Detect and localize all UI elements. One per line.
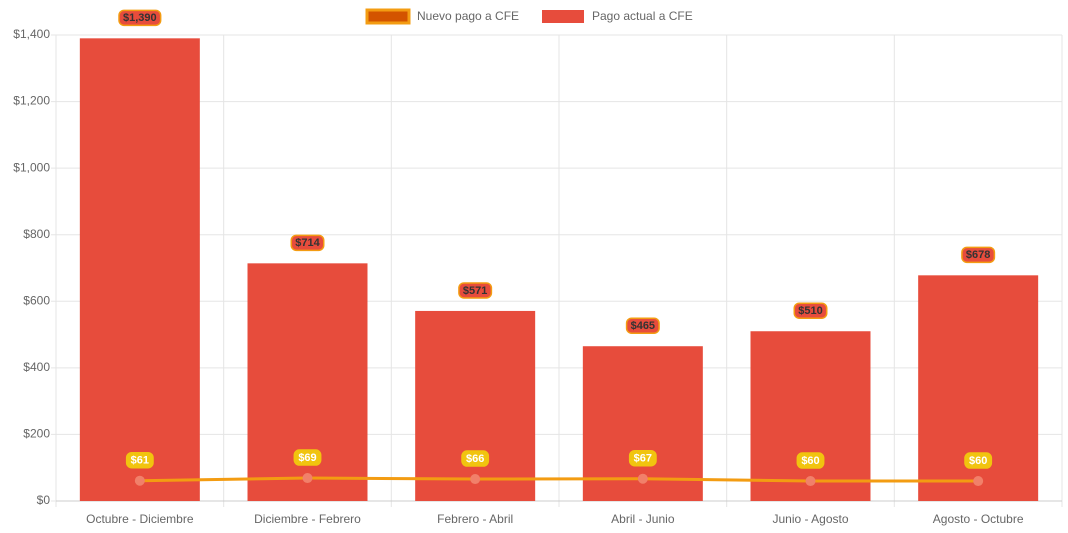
- value-label-box: [118, 9, 162, 27]
- value-label-text: $67: [634, 453, 652, 465]
- y-tick-label: $0: [37, 493, 51, 507]
- line-point: [973, 476, 984, 487]
- value-label-text: $66: [466, 453, 484, 465]
- value-label-box: [293, 449, 322, 466]
- line-point: [470, 474, 481, 485]
- value-label-box: [961, 246, 996, 264]
- x-tick-label: Diciembre - Febrero: [254, 512, 361, 526]
- value-label: $465: [625, 317, 660, 334]
- bar: [415, 310, 536, 501]
- x-tick-label: Junio - Agosto: [772, 512, 848, 526]
- y-tick-label: $1,200: [13, 94, 50, 108]
- value-label-box: [625, 317, 660, 334]
- value-label: $678: [961, 246, 996, 264]
- y-tick-label: $800: [23, 227, 50, 241]
- legend-swatch: [542, 10, 584, 23]
- value-label-text: $60: [801, 455, 819, 467]
- value-label: $67: [628, 449, 657, 467]
- value-label-box: [796, 452, 825, 469]
- value-label-text: $465: [631, 320, 655, 332]
- value-label: $60: [796, 452, 825, 469]
- value-label-box: [793, 302, 828, 319]
- y-tick-label: $1,400: [13, 27, 50, 41]
- value-label-box: [290, 234, 325, 252]
- y-tick-label: $600: [23, 293, 50, 307]
- legend-label: Nuevo pago a CFE: [417, 9, 519, 23]
- legend-swatch: [365, 8, 411, 25]
- value-label-text: $69: [298, 452, 316, 464]
- value-label-text: $1,390: [123, 12, 157, 24]
- legend-label: Pago actual a CFE: [592, 9, 693, 23]
- y-tick-label: $1,000: [13, 160, 50, 174]
- value-label-text: $678: [966, 249, 990, 261]
- value-label-text: $571: [463, 285, 487, 297]
- x-tick-label: Agosto - Octubre: [933, 512, 1024, 526]
- value-label: $60: [964, 452, 993, 469]
- line-point: [302, 473, 313, 484]
- x-tick-label: Abril - Junio: [611, 512, 675, 526]
- value-label-box: [125, 451, 154, 469]
- bar: [750, 331, 871, 501]
- line-point: [134, 475, 145, 486]
- y-tick-label: $200: [23, 427, 50, 441]
- value-label: $61: [125, 451, 154, 469]
- value-label-text: $510: [798, 305, 822, 317]
- value-label-text: $61: [131, 455, 149, 467]
- x-tick-label: Febrero - Abril: [437, 512, 513, 526]
- value-label: $1,390: [118, 9, 162, 27]
- value-label-text: $60: [969, 455, 987, 467]
- x-tick-label: Octubre - Diciembre: [86, 512, 194, 526]
- value-label-text: $714: [295, 237, 320, 249]
- value-label: $69: [293, 449, 322, 466]
- value-label-box: [461, 450, 490, 467]
- value-label-box: [458, 282, 493, 299]
- line-point: [637, 473, 648, 484]
- bar: [79, 38, 200, 501]
- value-label: $571: [458, 282, 493, 299]
- value-label: $510: [793, 302, 828, 319]
- y-tick-label: $400: [23, 360, 50, 374]
- value-label-box: [964, 452, 993, 469]
- line: [139, 476, 979, 483]
- value-label: $714: [290, 234, 325, 252]
- value-label: $66: [461, 450, 490, 467]
- line-point: [805, 476, 816, 487]
- value-label-box: [628, 449, 657, 467]
